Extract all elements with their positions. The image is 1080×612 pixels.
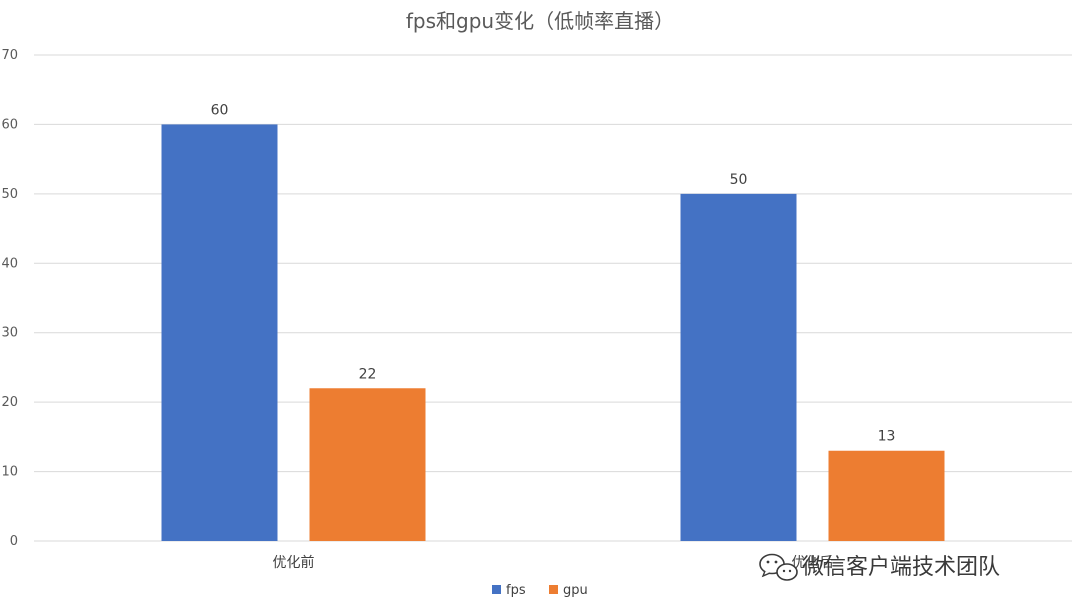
legend-label: fps [506,583,526,598]
y-tick-label: 30 [1,326,18,341]
y-tick-label: 40 [1,256,18,271]
y-tick-label: 10 [1,465,18,480]
category-label: 优化前 [273,554,315,571]
bar-fps [161,124,278,541]
data-label: 22 [359,366,377,382]
legend-swatch [549,585,558,594]
data-label: 13 [878,429,896,445]
legend-label: gpu [563,583,588,598]
x-axis-categories: 优化前 优化后 [273,554,834,571]
bar-gpu [309,388,426,541]
y-tick-label: 50 [1,187,18,202]
y-tick-label: 20 [1,395,18,410]
data-labels: 60 22 50 13 [211,102,896,444]
bar-fps [680,193,797,541]
chart-title: fps和gpu变化（低帧率直播） [406,9,674,33]
y-axis-ticks: 0 10 20 30 40 50 60 70 [1,48,18,549]
legend: fps gpu [492,583,588,598]
bars [161,124,945,541]
category-label: 优化后 [792,555,834,571]
watermark-text: 微信客户端技术团队 [802,555,1000,580]
y-tick-label: 0 [10,534,18,549]
y-tick-label: 60 [1,117,18,132]
bar-gpu [828,450,945,541]
data-label: 60 [211,102,229,118]
wechat-icon [759,553,798,581]
data-label: 50 [730,172,748,188]
y-tick-label: 70 [1,48,18,63]
watermark: 微信客户端技术团队 [759,553,1000,581]
legend-swatch [492,585,501,594]
